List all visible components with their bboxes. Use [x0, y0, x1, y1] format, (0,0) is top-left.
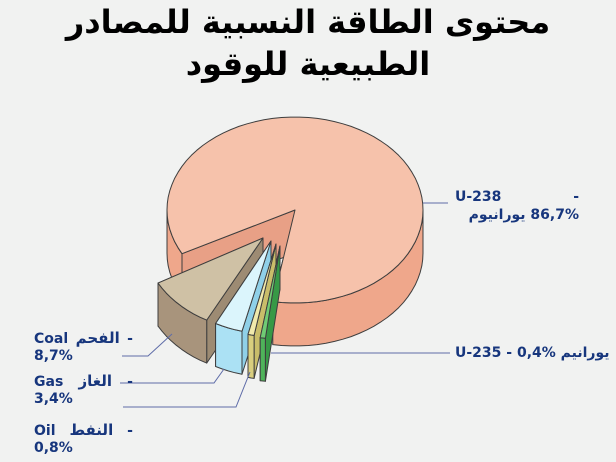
label-oil-row1: Oil النفط -	[34, 421, 133, 439]
leader-line-coal	[122, 333, 173, 357]
label-u238-row1: U-238 -	[455, 189, 579, 205]
chart-title-line1: محتوى الطاقة النسبية للمصادر	[65, 3, 551, 41]
chart-title: محتوى الطاقة النسبية للمصادر الطبيعية لل…	[0, 2, 616, 85]
label-gas-ar: الغاز	[78, 372, 112, 390]
label-oil-dash: -	[127, 423, 133, 439]
chart-title-line2: الطبيعية للوقود	[185, 44, 431, 83]
pie-slice-gas-rim	[215, 323, 243, 375]
label-coal-pct: 8,7%	[34, 348, 73, 364]
label-coal-ar: الفحم	[75, 329, 120, 347]
label-coal-en: Coal	[34, 331, 69, 347]
label-u235: U-235 - 0,4% يورانيم	[455, 345, 610, 361]
label-u238-dash: -	[573, 189, 579, 205]
leader-line-gas	[120, 368, 225, 384]
label-gas-en: Gas	[34, 374, 64, 390]
pie-slice-u238-top	[166, 116, 424, 304]
label-oil-pct: 0,8%	[34, 440, 73, 456]
label-oil-ar: النفط	[69, 421, 114, 439]
label-gas: Gas الغاز - 3,4%	[34, 372, 133, 407]
pie-slice-coal-top	[157, 237, 264, 321]
pie-slice-gas-top	[215, 240, 272, 332]
label-u238-name: U-238	[455, 189, 502, 205]
label-u238: U-238 - 86,7% يورانيوم	[455, 189, 579, 223]
pie-slice-oil-top	[247, 243, 277, 336]
label-coal: Coal الفحم - 8,7%	[34, 329, 133, 364]
pie-slice-u235-rim	[259, 337, 266, 382]
label-oil-en: Oil	[34, 423, 56, 439]
pie-slice-oil-rim	[247, 333, 255, 379]
label-u238-detail: 86,7% يورانيوم	[468, 207, 579, 223]
label-oil: Oil النفط - 0,8%	[34, 421, 133, 456]
pie-slice-u235-top	[259, 245, 281, 339]
label-gas-dash: -	[127, 374, 133, 390]
leader-line-oil	[123, 371, 251, 408]
label-coal-dash: -	[127, 331, 133, 347]
label-coal-row1: Coal الفحم -	[34, 329, 133, 347]
label-gas-row1: Gas الغاز -	[34, 372, 133, 390]
label-gas-pct: 3,4%	[34, 391, 73, 407]
